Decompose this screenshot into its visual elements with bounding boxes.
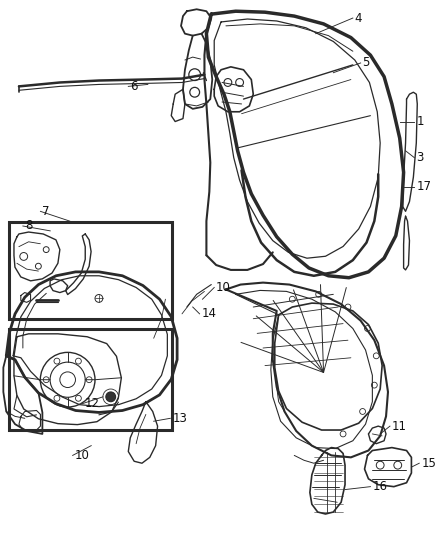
Text: 10: 10	[216, 281, 231, 294]
Text: 10: 10	[74, 449, 89, 462]
Text: 5: 5	[363, 56, 370, 69]
Bar	[9, 329, 172, 431]
Text: 7: 7	[42, 205, 50, 218]
Text: 1: 1	[416, 115, 424, 128]
Text: 15: 15	[421, 457, 436, 470]
Text: 16: 16	[372, 480, 387, 493]
Text: 14: 14	[201, 308, 216, 320]
Text: 11: 11	[392, 419, 407, 433]
Bar	[9, 222, 172, 319]
Text: 13: 13	[172, 412, 187, 425]
Text: 8: 8	[25, 220, 32, 232]
Text: 17: 17	[416, 181, 431, 193]
Text: 6: 6	[130, 80, 138, 93]
Text: 4: 4	[355, 12, 362, 25]
Circle shape	[106, 392, 116, 402]
Text: 12: 12	[85, 397, 99, 410]
Text: 3: 3	[416, 151, 424, 164]
